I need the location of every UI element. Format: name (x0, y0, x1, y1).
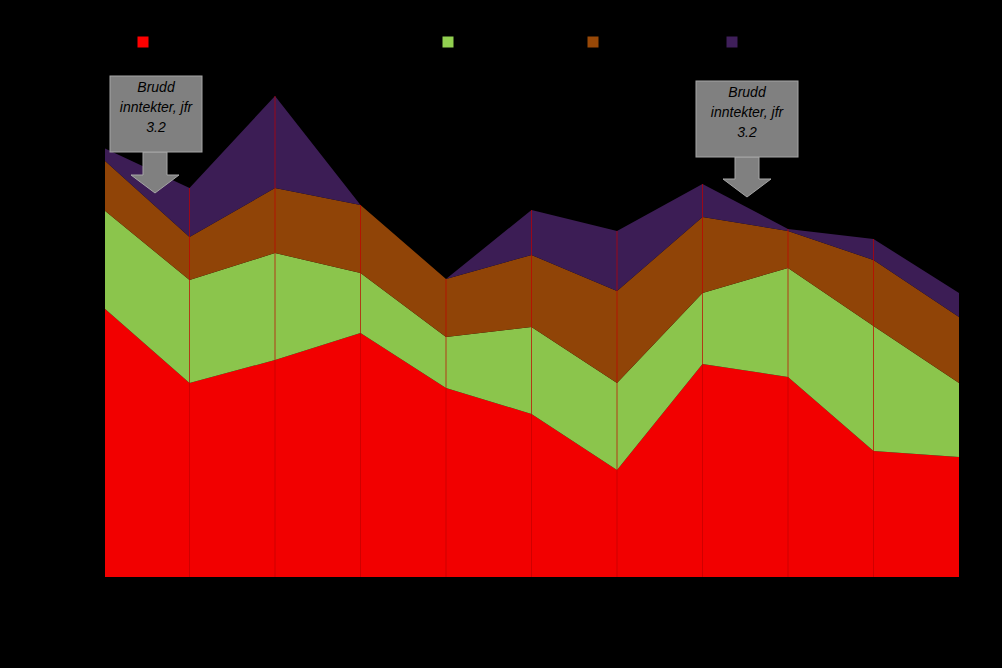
annotation-line: 3.2 (737, 124, 757, 140)
plot-area (104, 96, 959, 577)
segment-divider (531, 210, 532, 577)
legend-swatch (726, 36, 738, 48)
annotation-line: inntekter, jfr (711, 104, 785, 120)
segment-divider (189, 188, 190, 577)
annotation: Brudd inntekter, jfr 3.2 (110, 76, 202, 193)
annotation-line: Brudd (137, 79, 176, 95)
annotation-text: Brudd inntekter, jfr 3.2 (120, 79, 194, 135)
legend-swatch (442, 36, 454, 48)
segment-divider (275, 96, 276, 577)
segment-divider (360, 205, 361, 577)
segment-divider (702, 184, 703, 577)
y-axis (104, 78, 105, 578)
annotation-line: inntekter, jfr (120, 99, 194, 115)
annotation: Brudd inntekter, jfr 3.2 (696, 81, 798, 197)
annotation-arrow (131, 152, 179, 193)
segment-divider (788, 229, 789, 577)
annotation-text: Brudd inntekter, jfr 3.2 (711, 84, 785, 140)
legend-swatch (137, 36, 149, 48)
annotation-line: 3.2 (146, 119, 166, 135)
axis-line (104, 78, 105, 578)
segment-divider (617, 231, 618, 577)
segment-divider (446, 279, 447, 577)
segment-divider (873, 239, 874, 577)
annotation-box (110, 76, 202, 152)
background (0, 0, 1002, 668)
annotation-line: Brudd (728, 84, 767, 100)
legend-swatch (587, 36, 599, 48)
annotation-box (696, 81, 798, 157)
axis-line (105, 577, 960, 578)
annotation-arrow (723, 157, 771, 197)
x-axis (105, 577, 960, 579)
chart: Brudd inntekter, jfr 3.2 Brudd inntekter, jf… (0, 0, 1002, 668)
